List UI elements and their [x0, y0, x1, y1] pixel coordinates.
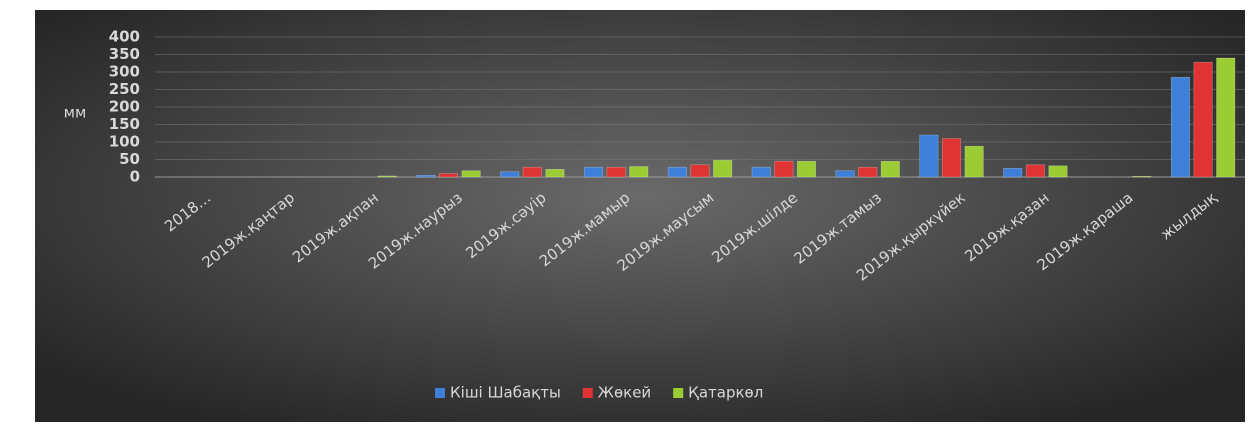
- bar: [500, 171, 520, 178]
- bar: [796, 160, 817, 178]
- bar: [1025, 164, 1045, 178]
- bar: [461, 170, 481, 178]
- y-tick-label: 400: [109, 28, 140, 46]
- bar: [751, 166, 771, 178]
- bar: [713, 159, 733, 178]
- bar: [438, 173, 458, 178]
- bar: [1170, 76, 1190, 178]
- bar: [774, 160, 794, 178]
- bar: [667, 166, 687, 178]
- legend-label: Жөкей: [598, 384, 651, 402]
- legend-swatch: [673, 388, 684, 398]
- bar: [1193, 61, 1213, 178]
- bar: [1216, 57, 1236, 178]
- y-axis-label: мм: [64, 104, 87, 122]
- y-tick-label: 350: [109, 45, 140, 63]
- legend-label: Қатаркөл: [688, 384, 763, 402]
- legend-swatch: [582, 388, 593, 398]
- bar: [1048, 165, 1068, 178]
- bar: [690, 164, 710, 178]
- bar: [1132, 176, 1152, 178]
- legend-label: Кіші Шабақты: [450, 384, 561, 402]
- bar: [545, 169, 565, 178]
- y-tick-label: 0: [130, 168, 140, 186]
- bar: [964, 145, 984, 178]
- y-tick-label: 100: [109, 133, 140, 151]
- legend-swatch: [435, 388, 445, 398]
- bar: [919, 134, 939, 178]
- y-tick-label: 250: [109, 80, 140, 98]
- bar: [942, 138, 962, 178]
- bar: [880, 160, 900, 178]
- bar: [835, 170, 855, 178]
- bar: [858, 166, 878, 178]
- bar: [416, 174, 436, 178]
- bar: [522, 166, 542, 178]
- y-tick-label: 300: [109, 63, 140, 81]
- y-tick-label: 50: [119, 150, 140, 168]
- y-tick-label: 150: [109, 115, 140, 133]
- bar: [1003, 167, 1023, 178]
- bar: [629, 166, 649, 178]
- bar: [377, 175, 397, 178]
- bar: [583, 166, 604, 178]
- chart-background: [35, 10, 1245, 422]
- bar: [606, 166, 626, 178]
- y-tick-label: 200: [109, 98, 140, 116]
